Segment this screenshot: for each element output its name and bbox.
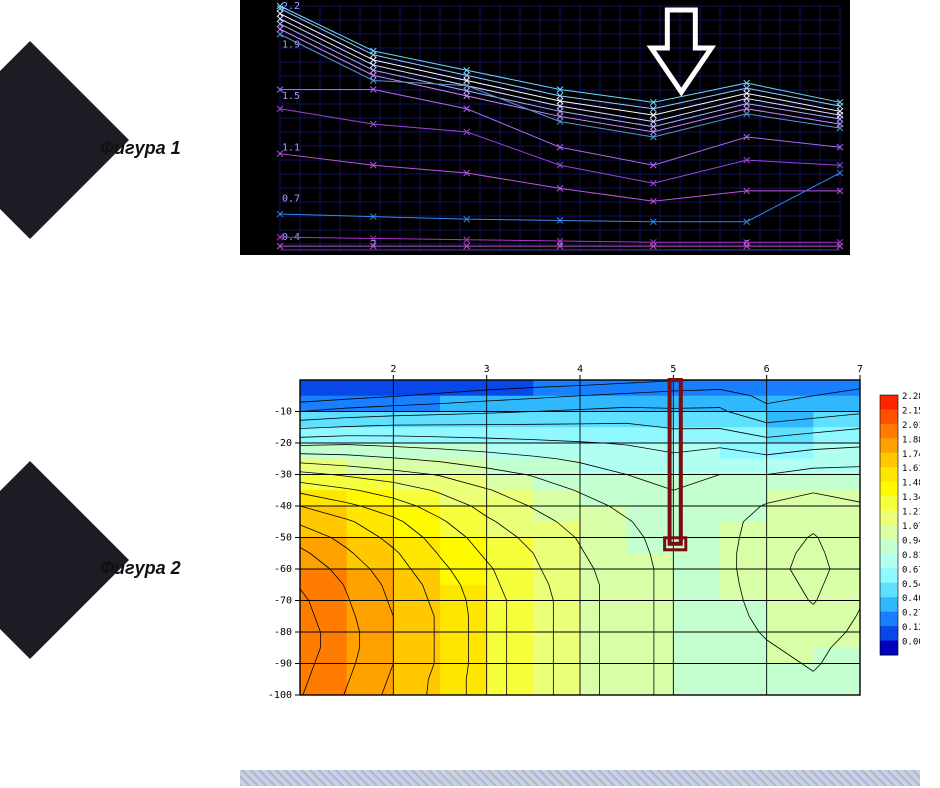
svg-text:-10: -10	[274, 407, 292, 418]
svg-text:7: 7	[857, 364, 863, 375]
svg-text:0.40: 0.40	[902, 594, 920, 604]
svg-text:-20: -20	[274, 438, 292, 449]
svg-text:0.13: 0.13	[902, 623, 920, 633]
svg-text:-80: -80	[274, 627, 292, 638]
svg-text:0.7: 0.7	[282, 194, 300, 205]
svg-text:1.5: 1.5	[282, 91, 300, 102]
svg-text:1.1: 1.1	[282, 142, 300, 153]
svg-text:1.34: 1.34	[902, 493, 920, 503]
svg-text:1.61: 1.61	[902, 464, 920, 474]
svg-text:-40: -40	[274, 501, 292, 512]
svg-text:0.54: 0.54	[902, 580, 920, 590]
svg-text:0.81: 0.81	[902, 551, 920, 561]
svg-text:2: 2	[390, 364, 396, 375]
svg-text:1.07: 1.07	[902, 522, 920, 532]
svg-text:2.01: 2.01	[902, 421, 920, 431]
svg-text:-30: -30	[274, 470, 292, 481]
figure-2-label: Фигура 2	[100, 558, 181, 579]
svg-text:1.74: 1.74	[902, 450, 920, 460]
svg-text:4: 4	[577, 364, 583, 375]
noise-strip	[240, 770, 920, 786]
figure-1-label: Фигура 1	[100, 138, 181, 159]
svg-text:0.00: 0.00	[902, 638, 920, 648]
svg-text:-90: -90	[274, 659, 292, 670]
svg-text:1.21: 1.21	[902, 508, 920, 518]
svg-text:0.67: 0.67	[902, 565, 920, 575]
svg-text:-100: -100	[268, 690, 292, 701]
chevron-dark-2	[0, 490, 100, 630]
svg-text:5: 5	[670, 364, 676, 375]
line-chart-figure-1: 2460.40.71.11.51.92.2	[240, 0, 850, 255]
svg-text:0.94: 0.94	[902, 536, 920, 546]
chevron-dark-1	[0, 70, 100, 210]
svg-text:-50: -50	[274, 533, 292, 544]
svg-text:2.28: 2.28	[902, 392, 920, 402]
svg-text:-60: -60	[274, 564, 292, 575]
svg-text:0.27: 0.27	[902, 609, 920, 619]
svg-text:1.9: 1.9	[282, 40, 300, 51]
heatmap-chart-figure-2: 2 3 4 5 6 7 -10 -20 -30 -40 -50 -60 -70 -80 -90 -100 2.2…	[240, 350, 920, 710]
svg-text:1.88: 1.88	[902, 435, 920, 445]
svg-text:3: 3	[484, 364, 490, 375]
svg-text:-70: -70	[274, 596, 292, 607]
svg-text:6: 6	[764, 364, 770, 375]
svg-text:2.15: 2.15	[902, 406, 920, 416]
svg-text:1.48: 1.48	[902, 479, 920, 489]
